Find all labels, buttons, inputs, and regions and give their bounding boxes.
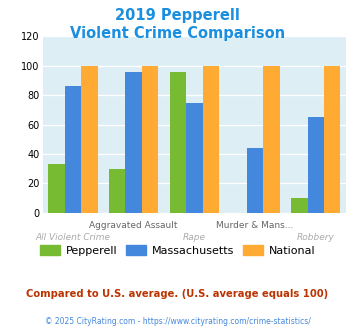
Bar [65,86,81,213]
Text: Robbery: Robbery [297,233,335,242]
Legend: Pepperell, Massachusetts, National: Pepperell, Massachusetts, National [36,240,320,260]
Bar [307,117,324,213]
Text: All Violent Crime: All Violent Crime [36,233,110,242]
Text: Compared to U.S. average. (U.S. average equals 100): Compared to U.S. average. (U.S. average … [26,289,329,299]
Bar [247,148,263,213]
Bar [291,198,307,213]
Text: Violent Crime Comparison: Violent Crime Comparison [70,26,285,41]
Text: © 2025 CityRating.com - https://www.cityrating.com/crime-statistics/: © 2025 CityRating.com - https://www.city… [45,317,310,326]
Text: Murder & Mans...: Murder & Mans... [217,221,294,230]
Bar [81,66,98,213]
Text: 2019 Pepperell: 2019 Pepperell [115,8,240,23]
Bar [109,169,125,213]
Bar [48,164,65,213]
Bar [203,66,219,213]
Bar [324,66,340,213]
Bar [142,66,158,213]
Bar [186,103,203,213]
Bar [263,66,280,213]
Bar [170,72,186,213]
Bar [125,72,142,213]
Text: Rape: Rape [183,233,206,242]
Text: Aggravated Assault: Aggravated Assault [89,221,178,230]
